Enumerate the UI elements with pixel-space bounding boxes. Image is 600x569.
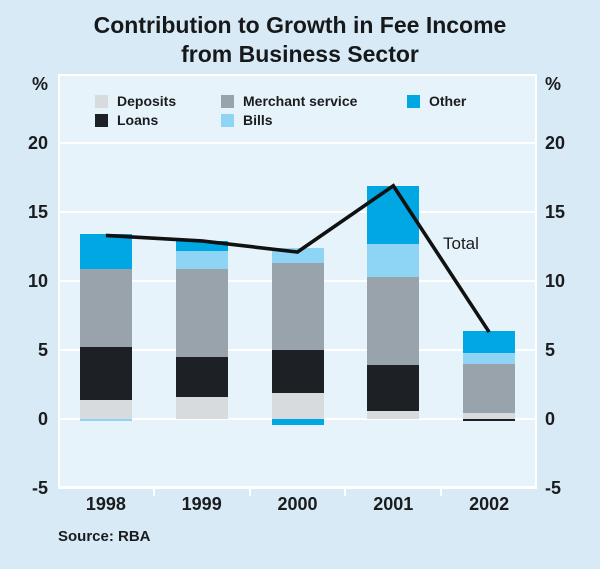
bar-merchant-service-2002 <box>463 363 516 414</box>
bar-loans-2002 <box>463 419 516 422</box>
bar-bills-1999 <box>175 250 228 269</box>
legend-item-other: Other <box>407 94 466 108</box>
bar-other-2000 <box>271 419 324 425</box>
legend-swatch-bills <box>221 113 234 127</box>
y-tick-label-right-0: 0 <box>545 409 556 429</box>
chart-title-line2: from Business Sector <box>181 41 419 67</box>
bar-other-2002 <box>463 330 516 354</box>
bar-deposits-2001 <box>367 410 420 419</box>
legend-swatch-merchant-service <box>221 94 234 108</box>
y-tick-label-right--5: -5 <box>545 478 562 498</box>
y-tick-label-left-5: 5 <box>37 340 48 360</box>
bar-merchant-service-1999 <box>175 268 228 357</box>
chart-title: Contribution to Growth in Fee Income fro… <box>0 11 600 69</box>
legend-swatch-other <box>407 94 420 108</box>
bar-deposits-1999 <box>175 396 228 419</box>
plot-border-top <box>58 74 537 76</box>
bar-loans-2000 <box>271 350 324 393</box>
plot-area: Total Deposits Loans Merchant service Bills O… <box>58 74 537 496</box>
y-tick-label-right-10: 10 <box>545 271 566 291</box>
legend-label-other: Other <box>429 93 467 109</box>
y-tick-label-right-20: 20 <box>545 133 566 153</box>
y-tick-label-left-20: 20 <box>27 133 48 153</box>
legend-item-deposits: Deposits <box>95 94 176 108</box>
legend-item-loans: Loans <box>95 113 158 127</box>
total-line-label: Total <box>443 234 479 253</box>
x-axis-tick <box>344 488 347 496</box>
x-axis-tick <box>152 488 155 496</box>
percent-label-right: % <box>545 74 562 94</box>
x-tick-label-1999: 1999 <box>181 494 222 514</box>
bar-other-1999 <box>175 240 228 251</box>
bar-merchant-service-2000 <box>271 263 324 350</box>
percent-label-left: % <box>31 74 48 94</box>
legend-swatch-deposits <box>95 94 108 108</box>
y-tick-label-right-15: 15 <box>545 202 566 222</box>
bar-merchant-service-1998 <box>79 268 132 348</box>
total-line-layer <box>105 183 491 334</box>
legend-item-bills: Bills <box>221 113 273 127</box>
x-tick-label-2001: 2001 <box>373 494 414 514</box>
y-tick-label-left-0: 0 <box>37 409 48 429</box>
gridline--5 <box>58 487 537 489</box>
legend-label-merchant-service: Merchant service <box>243 93 358 109</box>
bar-bills-2001 <box>367 244 420 277</box>
plot-border-left <box>58 74 60 488</box>
legend-item-merchant-service: Merchant service <box>221 94 357 108</box>
y-tick-label-left-15: 15 <box>27 202 48 222</box>
bar-deposits-2000 <box>271 392 324 419</box>
bar-other-1998 <box>79 234 132 269</box>
plot-border-bottom <box>58 486 537 488</box>
legend-label-loans: Loans <box>117 112 159 128</box>
x-tick-label-1998: 1998 <box>85 494 126 514</box>
legend-label-bills: Bills <box>243 112 273 128</box>
x-tick-label-2000: 2000 <box>277 494 318 514</box>
chart-title-line1: Contribution to Growth in Fee Income <box>93 12 507 38</box>
x-axis-tick <box>440 488 443 496</box>
x-axis-tick <box>248 488 251 496</box>
total-line <box>105 183 491 334</box>
gridline-20 <box>58 142 537 144</box>
bar-loans-1998 <box>79 347 132 400</box>
bar-bills-1998 <box>79 419 132 422</box>
bar-bills-2002 <box>463 353 516 364</box>
plot-border-right <box>535 74 537 488</box>
bar-loans-2001 <box>367 365 420 411</box>
y-tick-label-left--5: -5 <box>31 478 48 498</box>
y-tick-label-right-5: 5 <box>545 340 556 360</box>
legend-swatch-loans <box>95 113 108 127</box>
y-tick-label-left-10: 10 <box>27 271 48 291</box>
bar-merchant-service-2001 <box>367 276 420 366</box>
bar-loans-1999 <box>175 356 228 397</box>
x-tick-label-2002: 2002 <box>469 494 510 514</box>
gridline-15 <box>58 211 537 213</box>
source-note: Source: RBA <box>58 528 151 545</box>
bar-deposits-2002 <box>463 413 516 419</box>
legend-label-deposits: Deposits <box>117 93 177 109</box>
bar-deposits-1998 <box>79 399 132 419</box>
